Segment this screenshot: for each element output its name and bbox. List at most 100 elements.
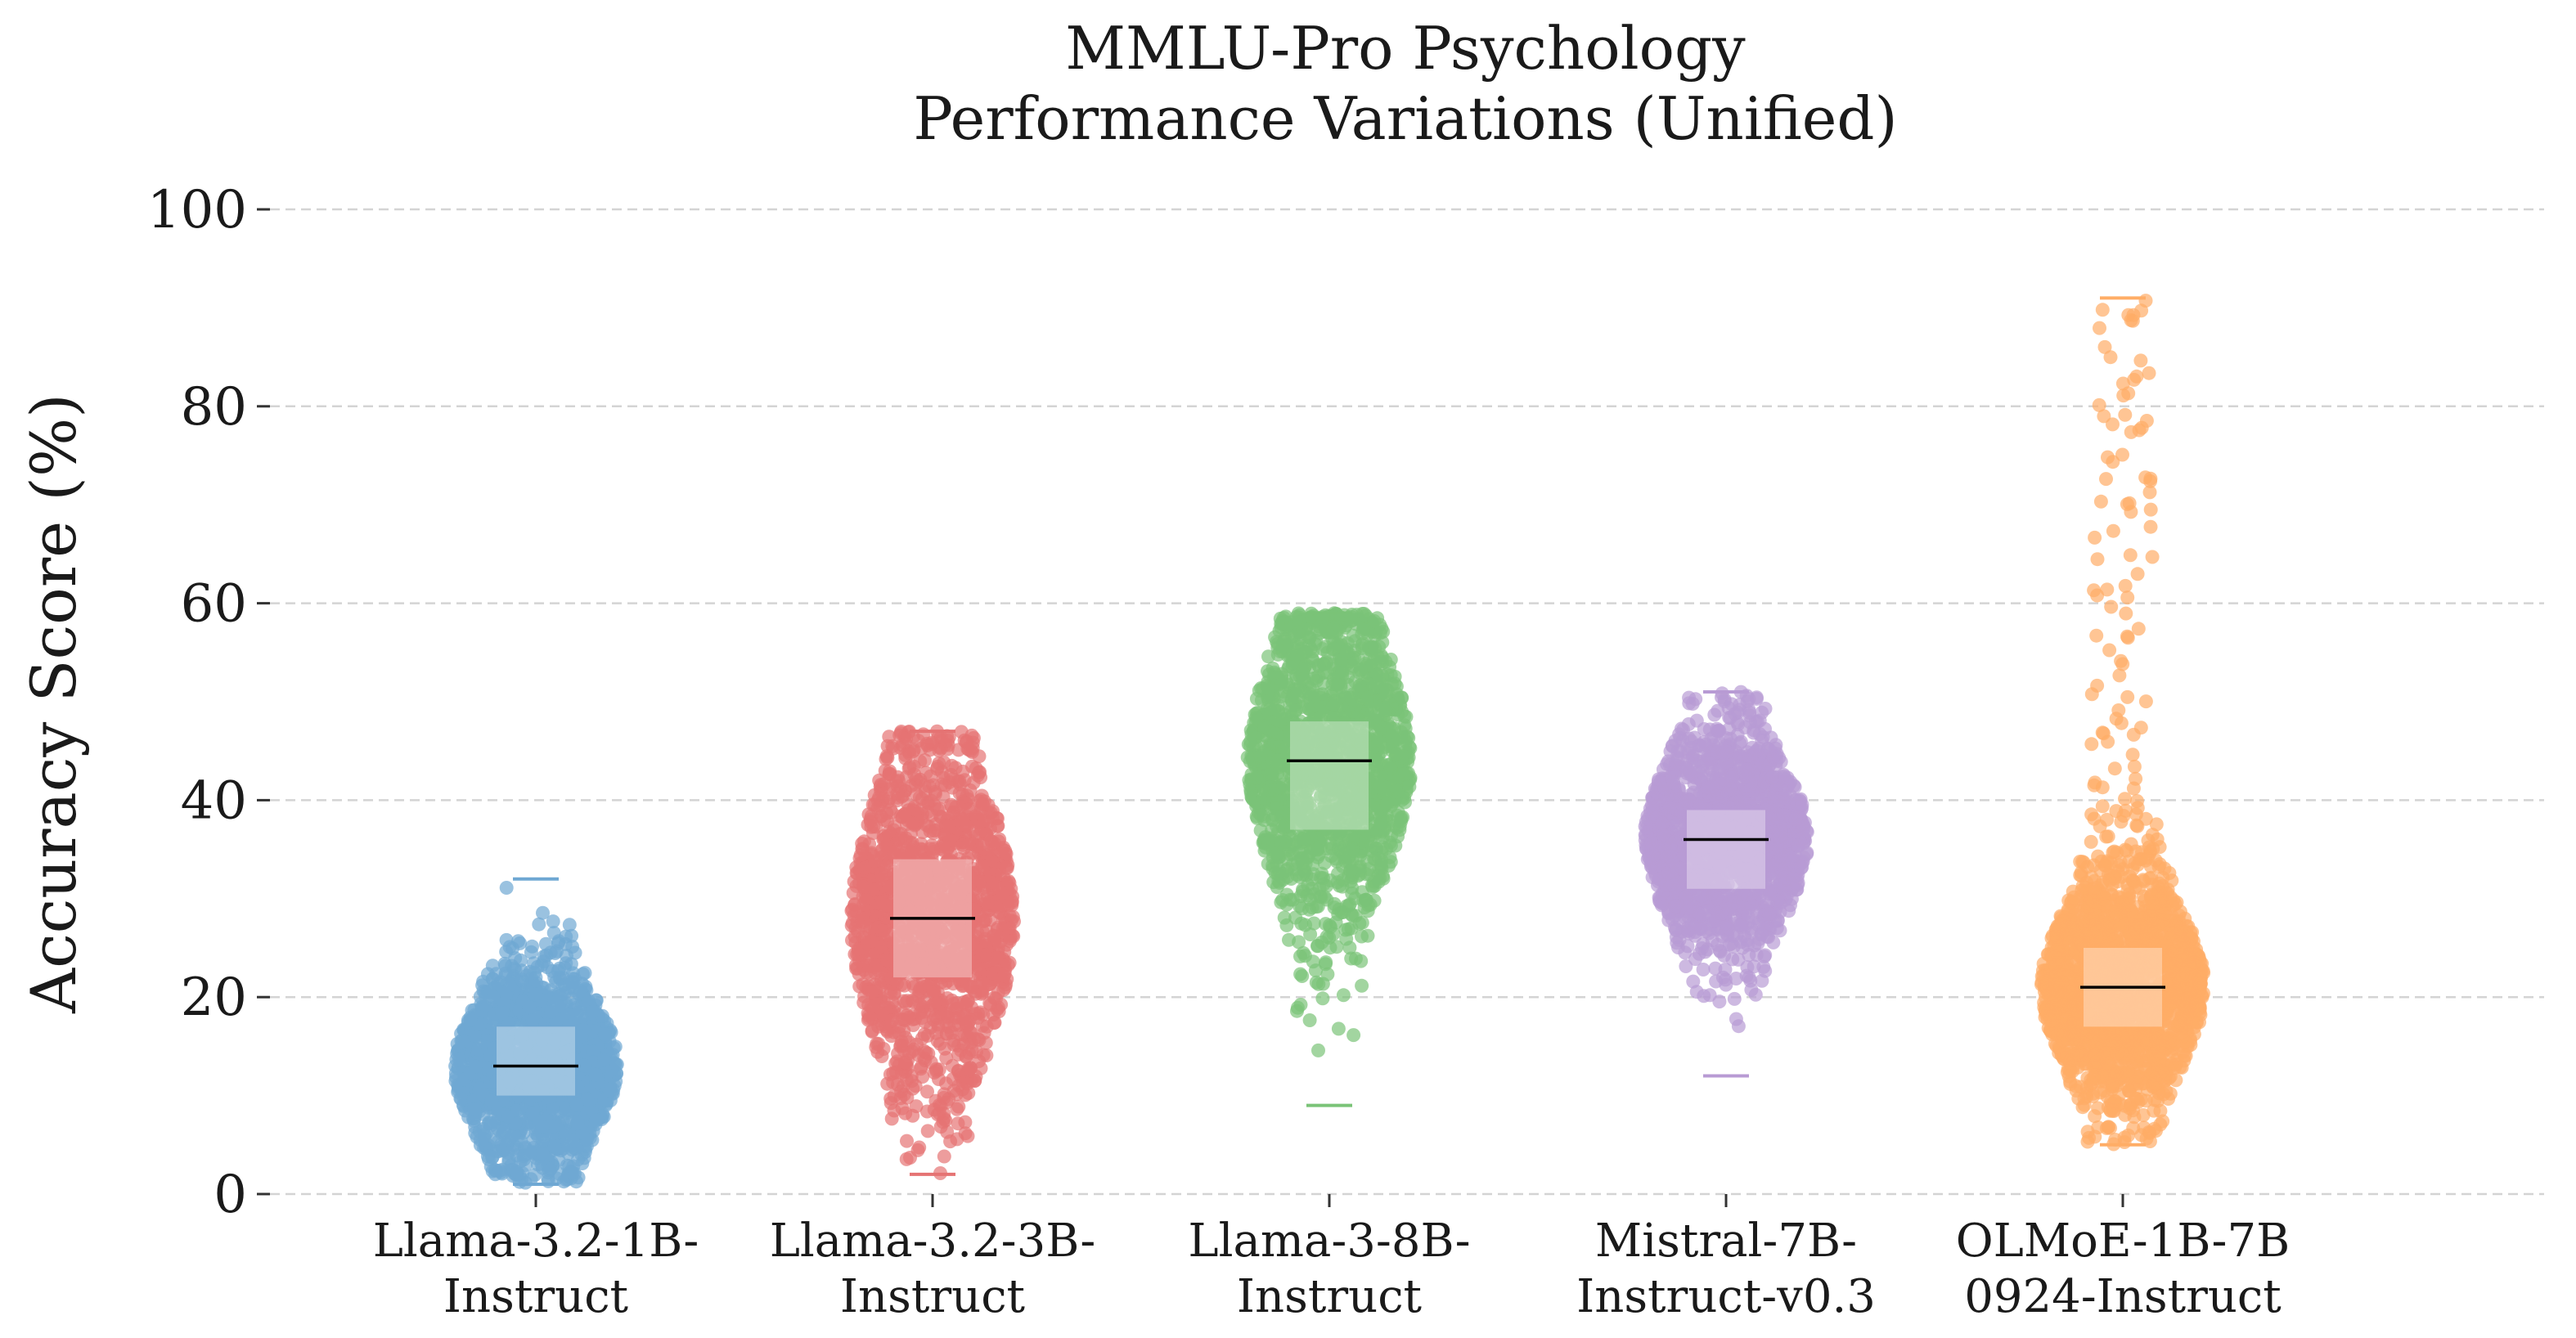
data-point [906,802,920,817]
data-point [893,1039,908,1053]
data-point [1296,672,1310,687]
data-point [866,819,881,834]
data-point [1360,928,1375,943]
data-point [1253,823,1268,837]
data-point [944,1026,959,1039]
data-point [917,1027,932,1042]
data-point [884,779,899,792]
data-point [1309,975,1324,990]
data-point [930,1107,945,1122]
data-point [900,1134,914,1148]
data-point [937,1149,951,1164]
data-point [1343,864,1358,878]
data-point [959,735,973,750]
data-point [1001,921,1016,936]
data-point [1373,737,1387,752]
data-point [522,1000,537,1014]
data-point [495,1006,510,1021]
data-point [879,898,894,913]
data-point [542,1163,557,1178]
data-point [982,895,997,909]
data-point [987,1015,1002,1030]
data-point [950,1132,964,1147]
data-point [957,995,971,1009]
data-point [926,845,941,860]
data-point [525,1106,540,1120]
data-point [964,846,979,860]
data-point [480,1149,495,1164]
data-point [468,1059,483,1074]
data-point [1282,932,1296,947]
y-tick-label-4: 80 [181,377,247,438]
data-point [1344,907,1359,922]
data-point [884,1111,899,1126]
data-point [898,748,913,762]
data-point [551,934,566,949]
data-point [454,1092,469,1106]
data-point [930,802,945,817]
data-point [578,966,592,981]
data-point [1311,658,1326,672]
data-point [501,1110,515,1124]
data-point [976,1048,991,1062]
data-point [535,1133,550,1147]
data-point [532,917,546,932]
data-point [897,1013,912,1027]
y-tick-label-3: 60 [181,574,247,635]
data-point [1249,770,1264,785]
data-point [995,889,1009,904]
data-point [597,1027,612,1042]
data-point [570,1116,585,1130]
data-point [884,1013,899,1028]
data-point [564,957,578,972]
data-point [972,1033,987,1048]
data-point [975,1018,990,1033]
data-point [1295,969,1310,983]
data-point [603,1084,618,1098]
data-point [942,819,956,833]
data-point [1355,978,1369,993]
data-point [536,905,550,920]
data-point [1346,1028,1361,1043]
data-point [955,812,970,827]
data-point [1263,702,1278,716]
data-point [1293,831,1308,846]
data-point [963,783,978,797]
data-point [895,1101,910,1116]
data-point [977,813,991,828]
y-tick-label-0: 0 [214,1165,247,1225]
data-point [861,1006,875,1021]
data-point [853,848,868,862]
y-tick-label-2: 40 [181,770,247,831]
data-point [492,1163,507,1178]
data-point [932,743,946,758]
data-point [972,749,987,764]
data-point [944,797,958,812]
data-point [1392,823,1407,837]
data-point [609,1057,624,1071]
data-point [450,1036,465,1051]
data-point [992,832,1007,846]
data-point [986,966,1000,981]
data-point [506,941,519,956]
data-point [1302,1013,1317,1027]
data-point [880,953,895,968]
data-point [907,767,922,782]
data-point [868,854,883,869]
data-point [975,837,990,851]
data-point [1331,1021,1346,1036]
data-point [973,765,987,779]
data-point [484,1093,499,1108]
data-point [930,760,945,774]
data-point [939,1095,954,1110]
data-point [1339,932,1354,946]
data-point [546,914,560,929]
data-point [478,1129,492,1143]
data-point [1243,785,1258,800]
data-point [924,1055,938,1070]
data-point [938,1007,953,1021]
data-point [976,914,991,929]
data-point [872,773,887,788]
data-point [971,1006,985,1021]
